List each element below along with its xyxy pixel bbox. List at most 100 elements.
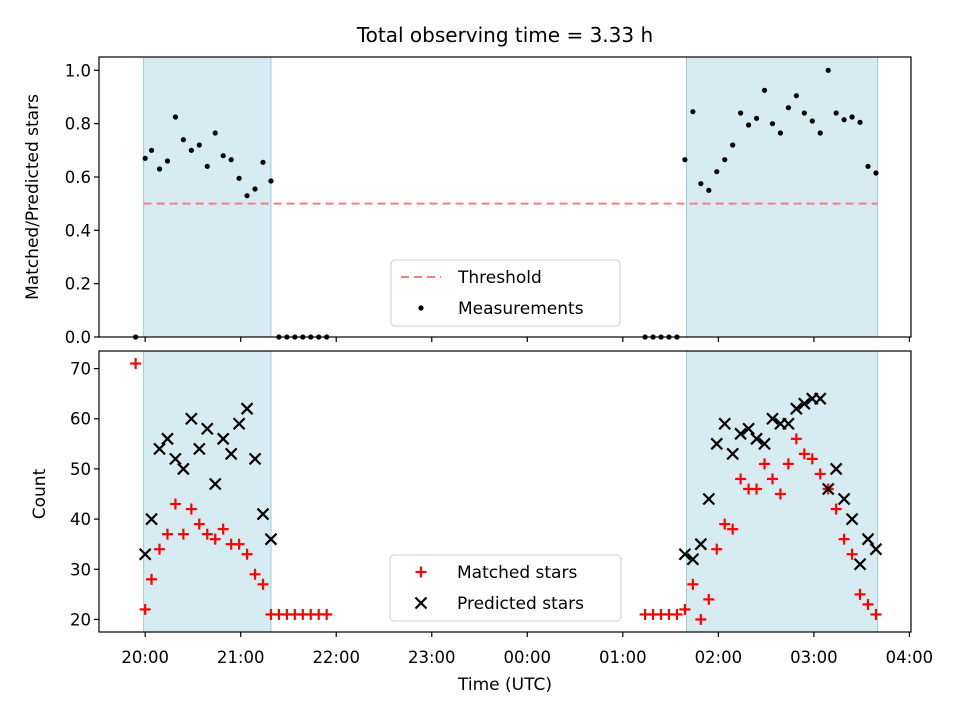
measurement-point: [777, 130, 784, 136]
y-tick-label: 0.2: [65, 275, 91, 294]
y-tick-label: 30: [70, 560, 91, 579]
measurement-point: [841, 117, 847, 123]
top-panel: Total observing time = 3.33 h 0.00.20.40…: [23, 23, 912, 347]
y-tick-label: 60: [70, 410, 91, 429]
matched-star-marker: [838, 533, 850, 545]
measurement-point: [873, 170, 879, 176]
measurement-point: [738, 110, 744, 116]
predicted-star-marker-stroke: [758, 437, 771, 451]
measurement-point: [714, 169, 720, 175]
matched-star-marker: [870, 608, 882, 620]
predicted-star-marker-stroke: [694, 537, 708, 551]
measurement-point: [260, 159, 266, 165]
predicted-star-marker: [256, 507, 270, 521]
y-tick-label: 0.4: [65, 221, 91, 240]
top-y-axis-label: Matched/Predicted stars: [23, 94, 43, 300]
predicted-star-marker-stroke: [861, 532, 875, 546]
predicted-star-marker-stroke: [702, 492, 716, 506]
predicted-star-marker: [145, 512, 158, 526]
predicted-star-marker: [161, 432, 174, 446]
matched-star-marker: [790, 433, 802, 445]
predicted-star-marker: [829, 462, 843, 476]
x-tick-label: 20:00: [121, 648, 169, 667]
predicted-star-marker: [861, 532, 875, 546]
predicted-star-marker-stroke: [845, 512, 859, 526]
predicted-star-marker-stroke: [686, 552, 700, 566]
predicted-star-marker-stroke: [169, 452, 182, 466]
predicted-star-marker-stroke: [177, 462, 190, 476]
shaded-interval: [686, 350, 879, 633]
y-tick-label: 40: [70, 510, 91, 529]
predicted-star-marker-stroke: [821, 482, 835, 496]
predicted-star-marker: [678, 547, 692, 561]
matched-star-marker: [854, 588, 866, 600]
matched-star-marker: [177, 528, 189, 540]
predicted-star-marker-stroke: [200, 422, 214, 436]
predicted-star-marker-stroke: [726, 447, 739, 461]
matched-star-marker: [814, 468, 826, 480]
predicted-star-marker: [869, 542, 883, 556]
predicted-star-marker-stroke: [264, 532, 278, 546]
predicted-star-marker-stroke: [240, 402, 254, 415]
predicted-star-marker-stroke: [256, 507, 270, 521]
matched-legend-swatch: [415, 566, 427, 578]
matched-star-marker: [161, 528, 173, 540]
matched-star-marker: [217, 523, 229, 535]
measurement-point: [682, 157, 688, 163]
x-tick-label: 21:00: [217, 648, 265, 667]
measurement-point: [204, 163, 210, 169]
predicted-star-marker-stroke: [813, 392, 827, 405]
predicted-star-marker-stroke: [224, 447, 238, 461]
measurement-point: [698, 181, 704, 187]
predicted-star-marker: [710, 437, 724, 451]
predicted-star-marker-stroke: [161, 432, 174, 446]
predicted-star-marker: [224, 447, 238, 461]
predicted-star-marker: [248, 452, 262, 466]
measurements-legend-label: Measurements: [458, 299, 584, 319]
measurement-point: [706, 187, 712, 193]
measurement-point: [172, 114, 179, 120]
matched-star-marker: [233, 538, 245, 550]
top-legend-box: [390, 259, 621, 327]
matched-star-marker: [321, 608, 333, 620]
predicted-star-marker-stroke: [216, 432, 230, 446]
matched-legend-marker: [415, 566, 427, 578]
predicted-star-marker: [200, 422, 214, 436]
bottom-y-axis-label: Count: [30, 468, 50, 519]
measurement-point: [228, 157, 234, 163]
predicted-star-marker-stroke: [766, 412, 779, 426]
x-tick-label: 02:00: [695, 648, 743, 667]
predicted-star-marker: [853, 557, 867, 571]
matched-star-marker: [139, 603, 151, 615]
x-tick-label: 01:00: [599, 648, 647, 667]
matched-star-marker: [798, 448, 810, 460]
measurement-point: [753, 115, 760, 121]
measurement-point: [793, 93, 799, 99]
matched-star-marker: [735, 473, 747, 485]
predicted-star-marker: [185, 412, 198, 426]
measurement-point: [156, 166, 163, 172]
y-tick-label: 0.0: [65, 328, 91, 347]
predicted-star-marker: [790, 402, 803, 415]
predicted-star-marker: [845, 512, 859, 526]
measurement-point: [236, 175, 242, 181]
predicted-star-marker-stroke: [734, 427, 747, 441]
matched-star-marker: [711, 543, 723, 555]
measurement-point: [212, 130, 218, 136]
matched-star-marker: [130, 358, 142, 370]
matched-star-marker: [806, 453, 818, 465]
predicted-star-marker: [264, 532, 278, 546]
measurement-point: [244, 193, 250, 199]
matched-star-marker: [846, 548, 858, 560]
predicted-star-marker-stroke: [232, 417, 246, 431]
matched-star-marker: [774, 488, 786, 500]
predicted-star-marker: [702, 492, 716, 506]
predicted-star-marker: [216, 432, 230, 446]
x-tick-label: 22:00: [312, 648, 360, 667]
predicted-star-marker-stroke: [798, 397, 811, 410]
measurement-point: [801, 110, 807, 116]
predicted-star-marker-stroke: [185, 412, 198, 426]
predicted-star-marker: [686, 552, 700, 566]
measurement-points: [133, 67, 879, 340]
